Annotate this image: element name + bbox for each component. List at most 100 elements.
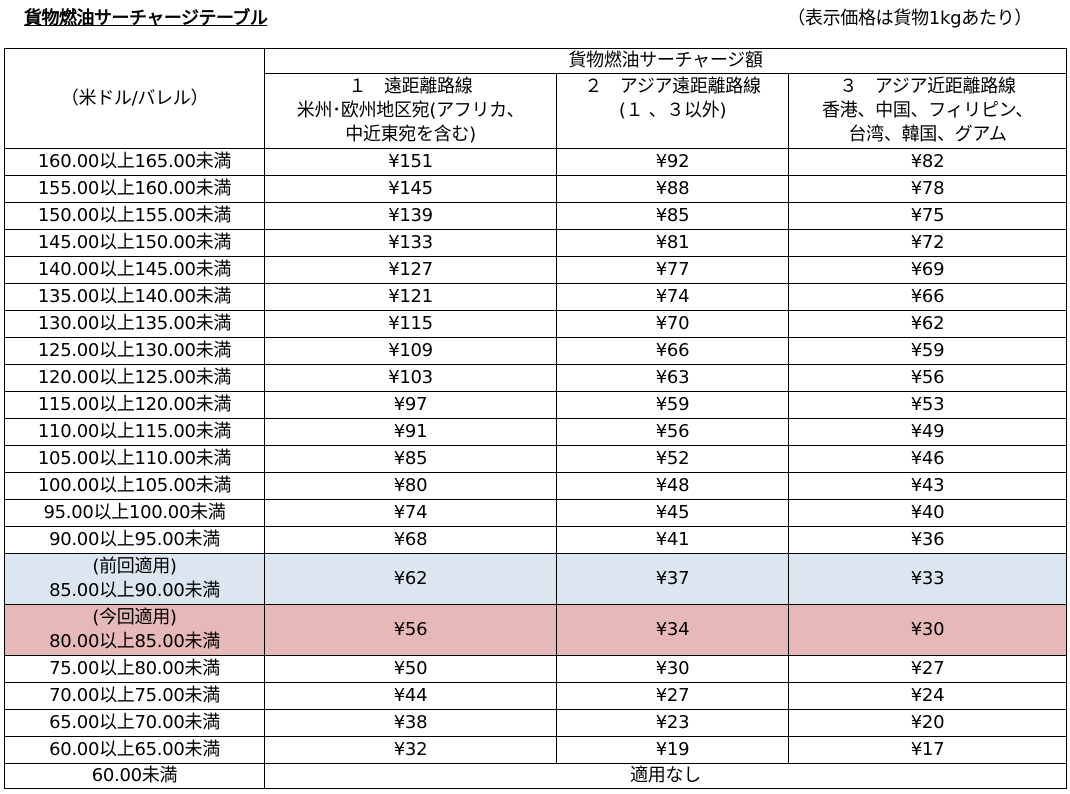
price-range-cell: 70.00以上75.00未満 [4, 682, 265, 710]
price-range-cell: 155.00以上160.00未満 [4, 175, 265, 203]
table-row: 75.00以上80.00未満 ¥50 ¥30 ¥27 [4, 655, 1068, 683]
surcharge-long-haul: ¥74 [264, 499, 557, 527]
surcharge-asia-short: ¥69 [787, 256, 1068, 284]
surcharge-asia-long: ¥45 [556, 499, 789, 527]
surcharge-long-haul: ¥127 [264, 256, 557, 284]
table-row: 160.00以上165.00未満 ¥151 ¥92 ¥82 [4, 148, 1068, 176]
unit-note: （表示価格は貨物1kgあたり） [787, 8, 1032, 29]
price-range-cell: 60.00未満 [4, 763, 265, 789]
surcharge-long-haul: ¥115 [264, 310, 557, 338]
page-title: 貨物燃油サーチャージテーブル [24, 8, 268, 29]
surcharge-asia-long: ¥34 [556, 604, 789, 656]
surcharge-asia-short: ¥27 [787, 655, 1068, 683]
table-row: 65.00以上70.00未満 ¥38 ¥23 ¥20 [4, 709, 1068, 737]
table-row: 110.00以上115.00未満 ¥91 ¥56 ¥49 [4, 418, 1068, 446]
price-range-cell: 75.00以上80.00未満 [4, 655, 265, 683]
table-row: 100.00以上105.00未満 ¥80 ¥48 ¥43 [4, 472, 1068, 500]
route-header-asia-long: ２ アジア遠距離路線 (１ 、３以外) [556, 73, 789, 149]
surcharge-asia-long: ¥88 [556, 175, 789, 203]
price-range-cell: 95.00以上100.00未満 [4, 499, 265, 527]
surcharge-asia-long: ¥92 [556, 148, 789, 176]
table-row: 150.00以上155.00未満 ¥139 ¥85 ¥75 [4, 202, 1068, 230]
surcharge-asia-long: ¥63 [556, 364, 789, 392]
surcharge-asia-long: ¥66 [556, 337, 789, 365]
surcharge-asia-long: ¥56 [556, 418, 789, 446]
surcharge-asia-long: ¥37 [556, 553, 789, 605]
surcharge-long-haul: ¥97 [264, 391, 557, 419]
price-range-cell: 135.00以上140.00未満 [4, 283, 265, 311]
table-row: 135.00以上140.00未満 ¥121 ¥74 ¥66 [4, 283, 1068, 311]
table-row: 145.00以上150.00未満 ¥133 ¥81 ¥72 [4, 229, 1068, 257]
price-range-cell: 130.00以上135.00未満 [4, 310, 265, 338]
route-header-long-haul: １ 遠距離路線 米州･欧州地区宛(アフリカ、 中近東宛を含む) [264, 73, 557, 149]
surcharge-asia-long: ¥52 [556, 445, 789, 473]
table-row: 95.00以上100.00未満 ¥74 ¥45 ¥40 [4, 499, 1068, 527]
previous-applied-row: (前回適用) 85.00以上90.00未満 ¥62 ¥37 ¥33 [4, 553, 1068, 605]
price-range-cell: 150.00以上155.00未満 [4, 202, 265, 230]
surcharge-asia-short: ¥53 [787, 391, 1068, 419]
surcharge-long-haul: ¥38 [264, 709, 557, 737]
surcharge-asia-short: ¥82 [787, 148, 1068, 176]
surcharge-long-haul: ¥91 [264, 418, 557, 446]
surcharge-asia-long: ¥85 [556, 202, 789, 230]
surcharge-asia-long: ¥48 [556, 472, 789, 500]
price-range-cell: (今回適用) 80.00以上85.00未満 [4, 604, 265, 656]
surcharge-asia-short: ¥72 [787, 229, 1068, 257]
surcharge-asia-short: ¥24 [787, 682, 1068, 710]
surcharge-asia-long: ¥19 [556, 736, 789, 764]
price-range-cell: 140.00以上145.00未満 [4, 256, 265, 284]
unit-header: （米ドル/バレル） [4, 48, 265, 149]
price-range-cell: 110.00以上115.00未満 [4, 418, 265, 446]
surcharge-asia-short: ¥78 [787, 175, 1068, 203]
surcharge-long-haul: ¥151 [264, 148, 557, 176]
surcharge-asia-short: ¥62 [787, 310, 1068, 338]
applied-tag: (前回適用) [92, 556, 177, 577]
surcharge-asia-long: ¥77 [556, 256, 789, 284]
route-header-asia-short: ３ アジア近距離路線 香港、中国、フィリピン、 台湾、韓国、グアム [787, 73, 1068, 149]
range-text: 85.00以上90.00未満 [49, 580, 220, 601]
surcharge-long-haul: ¥145 [264, 175, 557, 203]
surcharge-long-haul: ¥50 [264, 655, 557, 683]
table-row: 115.00以上120.00未満 ¥97 ¥59 ¥53 [4, 391, 1068, 419]
price-range-cell: 115.00以上120.00未満 [4, 391, 265, 419]
below-threshold-row: 60.00未満 適用なし [4, 763, 1068, 789]
surcharge-asia-short: ¥17 [787, 736, 1068, 764]
surcharge-asia-long: ¥81 [556, 229, 789, 257]
surcharge-asia-short: ¥33 [787, 553, 1068, 605]
surcharge-long-haul: ¥121 [264, 283, 557, 311]
price-range-cell: 145.00以上150.00未満 [4, 229, 265, 257]
current-applied-row: (今回適用) 80.00以上85.00未満 ¥56 ¥34 ¥30 [4, 604, 1068, 656]
surcharge-asia-short: ¥20 [787, 709, 1068, 737]
surcharge-asia-long: ¥70 [556, 310, 789, 338]
price-range-cell: 160.00以上165.00未満 [4, 148, 265, 176]
surcharge-long-haul: ¥56 [264, 604, 557, 656]
surcharge-long-haul: ¥85 [264, 445, 557, 473]
surcharge-asia-long: ¥30 [556, 655, 789, 683]
table-row: 70.00以上75.00未満 ¥44 ¥27 ¥24 [4, 682, 1068, 710]
surcharge-long-haul: ¥44 [264, 682, 557, 710]
surcharge-asia-short: ¥75 [787, 202, 1068, 230]
surcharge-asia-long: ¥41 [556, 526, 789, 554]
table-row: 125.00以上130.00未満 ¥109 ¥66 ¥59 [4, 337, 1068, 365]
surcharge-long-haul: ¥32 [264, 736, 557, 764]
price-range-cell: 60.00以上65.00未満 [4, 736, 265, 764]
surcharge-asia-short: ¥30 [787, 604, 1068, 656]
surcharge-asia-short: ¥43 [787, 472, 1068, 500]
applied-tag: (今回適用) [92, 607, 177, 628]
surcharge-asia-long: ¥74 [556, 283, 789, 311]
price-range-cell: 100.00以上105.00未満 [4, 472, 265, 500]
surcharge-asia-short: ¥36 [787, 526, 1068, 554]
surcharge-long-haul: ¥62 [264, 553, 557, 605]
surcharge-asia-short: ¥56 [787, 364, 1068, 392]
price-range-cell: 90.00以上95.00未満 [4, 526, 265, 554]
price-range-cell: 65.00以上70.00未満 [4, 709, 265, 737]
surcharge-long-haul: ¥109 [264, 337, 557, 365]
table-row: 130.00以上135.00未満 ¥115 ¥70 ¥62 [4, 310, 1068, 338]
surcharge-asia-short: ¥66 [787, 283, 1068, 311]
price-range-cell: 125.00以上130.00未満 [4, 337, 265, 365]
table-row: 140.00以上145.00未満 ¥127 ¥77 ¥69 [4, 256, 1068, 284]
price-range-cell: 105.00以上110.00未満 [4, 445, 265, 473]
not-applicable-cell: 適用なし [263, 763, 1068, 789]
group-header: 貨物燃油サーチャージ額 [263, 48, 1068, 74]
surcharge-asia-long: ¥27 [556, 682, 789, 710]
